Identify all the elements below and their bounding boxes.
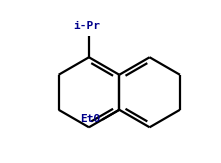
Text: i-Pr: i-Pr xyxy=(74,21,101,31)
Text: EtO: EtO xyxy=(80,114,100,124)
